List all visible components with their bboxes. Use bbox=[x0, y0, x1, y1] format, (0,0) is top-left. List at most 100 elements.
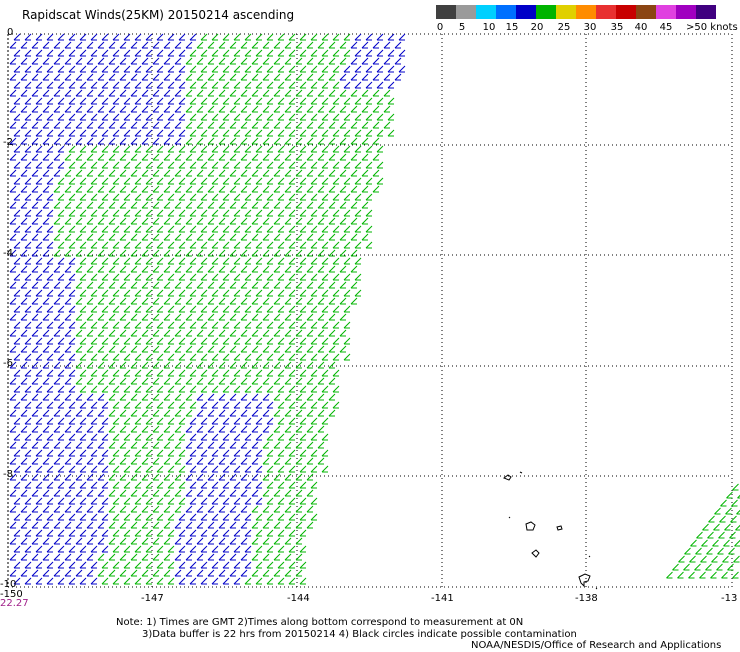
wind-barb bbox=[230, 362, 236, 368]
wind-barb bbox=[186, 218, 192, 224]
wind-barb bbox=[102, 290, 108, 296]
wind-barb bbox=[157, 466, 163, 472]
wind-barb bbox=[113, 50, 119, 56]
wind-barb bbox=[241, 170, 247, 176]
wind-barb bbox=[333, 306, 339, 312]
wind-barb bbox=[124, 66, 130, 72]
wind-barb bbox=[267, 146, 273, 152]
wind-barb bbox=[289, 66, 295, 72]
wind-barb bbox=[54, 74, 60, 80]
wind-barb bbox=[69, 50, 75, 56]
wind-barb bbox=[157, 370, 163, 376]
wind-barb bbox=[267, 178, 273, 184]
wind-barb bbox=[36, 578, 42, 584]
wind-barb bbox=[120, 202, 126, 208]
wind-barb bbox=[241, 538, 247, 544]
wind-barb bbox=[47, 578, 53, 584]
wind-barb bbox=[289, 338, 295, 344]
wind-barb bbox=[153, 186, 159, 192]
wind-barb bbox=[362, 90, 368, 96]
wind-barb bbox=[201, 322, 207, 328]
wind-barb bbox=[131, 266, 137, 272]
wind-barb bbox=[355, 258, 361, 264]
wind-barb bbox=[146, 402, 152, 408]
wind-barb bbox=[102, 130, 108, 136]
wind-barb bbox=[377, 34, 383, 40]
wind-barb bbox=[256, 114, 262, 120]
island-outline bbox=[509, 517, 510, 518]
wind-barb bbox=[186, 458, 192, 464]
wind-barb bbox=[36, 498, 42, 504]
wind-barb bbox=[146, 466, 152, 472]
wind-barb bbox=[256, 498, 262, 504]
wind-barb bbox=[311, 418, 317, 424]
wind-barb bbox=[219, 234, 225, 240]
wind-barb bbox=[311, 306, 317, 312]
wind-barb bbox=[142, 74, 148, 80]
wind-barb bbox=[366, 210, 372, 216]
wind-barb bbox=[32, 522, 38, 528]
wind-barb bbox=[76, 42, 82, 48]
wind-barb bbox=[351, 186, 357, 192]
wind-barb bbox=[278, 562, 284, 568]
wind-barb bbox=[10, 490, 16, 496]
wind-barb bbox=[278, 402, 284, 408]
wind-barb bbox=[186, 490, 192, 496]
wind-barb bbox=[245, 306, 251, 312]
wind-barb bbox=[98, 474, 104, 480]
wind-barb bbox=[113, 482, 119, 488]
wind-barb bbox=[109, 42, 115, 48]
wind-barb bbox=[322, 306, 328, 312]
wind-barb bbox=[109, 266, 115, 272]
wind-barb bbox=[153, 202, 159, 208]
wind-barb bbox=[197, 266, 203, 272]
wind-barb bbox=[223, 114, 229, 120]
wind-barb bbox=[311, 322, 317, 328]
wind-barb bbox=[322, 34, 328, 40]
wind-barb bbox=[355, 274, 361, 280]
wind-barb bbox=[69, 546, 75, 552]
wind-barb bbox=[113, 146, 119, 152]
wind-barb bbox=[164, 170, 170, 176]
wind-barb bbox=[186, 106, 192, 112]
wind-barb bbox=[377, 114, 383, 120]
wind-barb bbox=[98, 202, 104, 208]
wind-barb bbox=[36, 130, 42, 136]
wind-barb bbox=[43, 58, 49, 64]
wind-barb bbox=[274, 378, 280, 384]
wind-barb bbox=[58, 146, 64, 152]
wind-barb bbox=[230, 378, 236, 384]
wind-barb bbox=[245, 130, 251, 136]
wind-barb bbox=[135, 338, 141, 344]
wind-barb bbox=[730, 532, 736, 538]
wind-barb bbox=[234, 66, 240, 72]
wind-barb bbox=[91, 338, 97, 344]
wind-barb bbox=[186, 58, 192, 64]
wind-barb bbox=[65, 378, 71, 384]
wind-barb bbox=[157, 290, 163, 296]
wind-barb bbox=[87, 570, 93, 576]
wind-barb bbox=[179, 258, 185, 264]
wind-barb bbox=[124, 34, 130, 40]
wind-barb bbox=[344, 178, 350, 184]
wind-barb bbox=[113, 34, 119, 40]
wind-barb bbox=[252, 554, 258, 560]
wind-barb bbox=[737, 508, 740, 514]
wind-barb bbox=[131, 122, 137, 128]
wind-barb bbox=[252, 538, 258, 544]
wind-barb bbox=[47, 354, 53, 360]
wind-barb bbox=[168, 82, 174, 88]
wind-barb bbox=[87, 90, 93, 96]
wind-barb bbox=[142, 490, 148, 496]
wind-barb bbox=[58, 434, 64, 440]
wind-barb bbox=[329, 170, 335, 176]
wind-barb bbox=[157, 306, 163, 312]
wind-barb bbox=[98, 522, 104, 528]
wind-barb bbox=[179, 194, 185, 200]
wind-barb bbox=[58, 530, 64, 536]
wind-barb bbox=[69, 210, 75, 216]
wind-barb bbox=[186, 266, 192, 272]
wind-barb bbox=[120, 442, 126, 448]
wind-barb bbox=[344, 130, 350, 136]
wind-barb bbox=[190, 146, 196, 152]
